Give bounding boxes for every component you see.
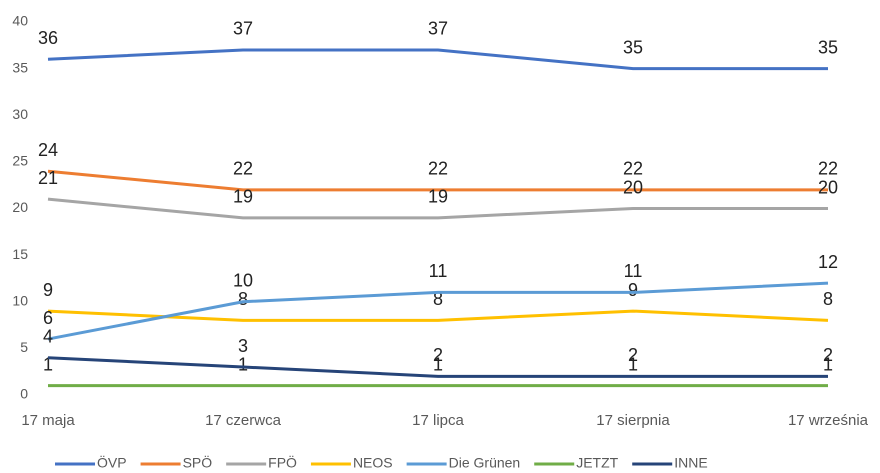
legend-label: JETZT (576, 455, 618, 471)
y-tick-label: 40 (12, 13, 28, 29)
series-line (47, 197, 828, 220)
data-label: 35 (623, 37, 643, 57)
data-label: 11 (624, 261, 643, 281)
data-label: 8 (823, 289, 833, 309)
legend-label: SPÖ (183, 454, 213, 471)
legend-label: FPÖ (268, 454, 297, 471)
y-tick-label: 20 (12, 199, 28, 215)
x-tick-label: 17 maja (21, 412, 75, 429)
data-label: 3 (238, 336, 248, 356)
series-line (47, 309, 829, 322)
data-label: 10 (233, 271, 253, 291)
data-label: 22 (428, 159, 448, 179)
data-label: 1 (433, 354, 443, 374)
data-label: 21 (38, 168, 58, 188)
data-label: 1 (238, 354, 248, 374)
data-label: 9 (628, 280, 638, 300)
series-line (47, 169, 828, 192)
data-label: 8 (238, 289, 248, 309)
data-label: 22 (818, 159, 838, 179)
legend-label: ÖVP (97, 454, 127, 471)
data-label: 1 (43, 354, 53, 374)
y-tick-label: 15 (12, 246, 28, 262)
x-tick-label: 17 czerwca (205, 412, 282, 429)
x-tick-label: 17 lipca (412, 412, 464, 429)
data-label: 20 (818, 177, 838, 197)
data-label: 11 (429, 261, 448, 281)
data-label: 1 (628, 354, 638, 374)
y-tick-label: 30 (12, 106, 28, 122)
legend-label: Die Grünen (449, 455, 521, 471)
data-label: 1 (823, 354, 833, 374)
series-line (47, 48, 828, 71)
series-line (47, 356, 828, 378)
series-line (47, 281, 829, 341)
y-tick-label: 5 (20, 339, 28, 355)
data-label: 2 (628, 345, 638, 365)
data-label: 37 (233, 19, 253, 39)
data-label: 37 (428, 19, 448, 39)
legend-label: NEOS (353, 455, 393, 471)
data-label: 19 (233, 187, 253, 207)
data-label: 6 (43, 308, 53, 328)
y-tick-label: 0 (20, 386, 28, 402)
legend-label: INNE (674, 455, 707, 471)
data-label: 9 (43, 280, 53, 300)
data-label: 36 (38, 28, 58, 48)
data-label: 22 (233, 159, 253, 179)
data-label: 2 (433, 345, 443, 365)
data-label: 35 (818, 37, 838, 57)
y-tick-label: 25 (12, 153, 28, 169)
data-label: 8 (433, 289, 443, 309)
y-tick-label: 35 (12, 59, 28, 75)
data-label: 22 (623, 159, 643, 179)
y-tick-label: 10 (12, 292, 28, 308)
data-label: 2 (823, 345, 833, 365)
data-label: 20 (623, 177, 643, 197)
x-tick-label: 17 sierpnia (596, 412, 670, 429)
data-label: 12 (818, 252, 838, 272)
x-tick-label: 17 września (788, 412, 869, 429)
data-label: 24 (38, 140, 58, 160)
data-label: 4 (43, 326, 53, 346)
data-label: 19 (428, 187, 448, 207)
